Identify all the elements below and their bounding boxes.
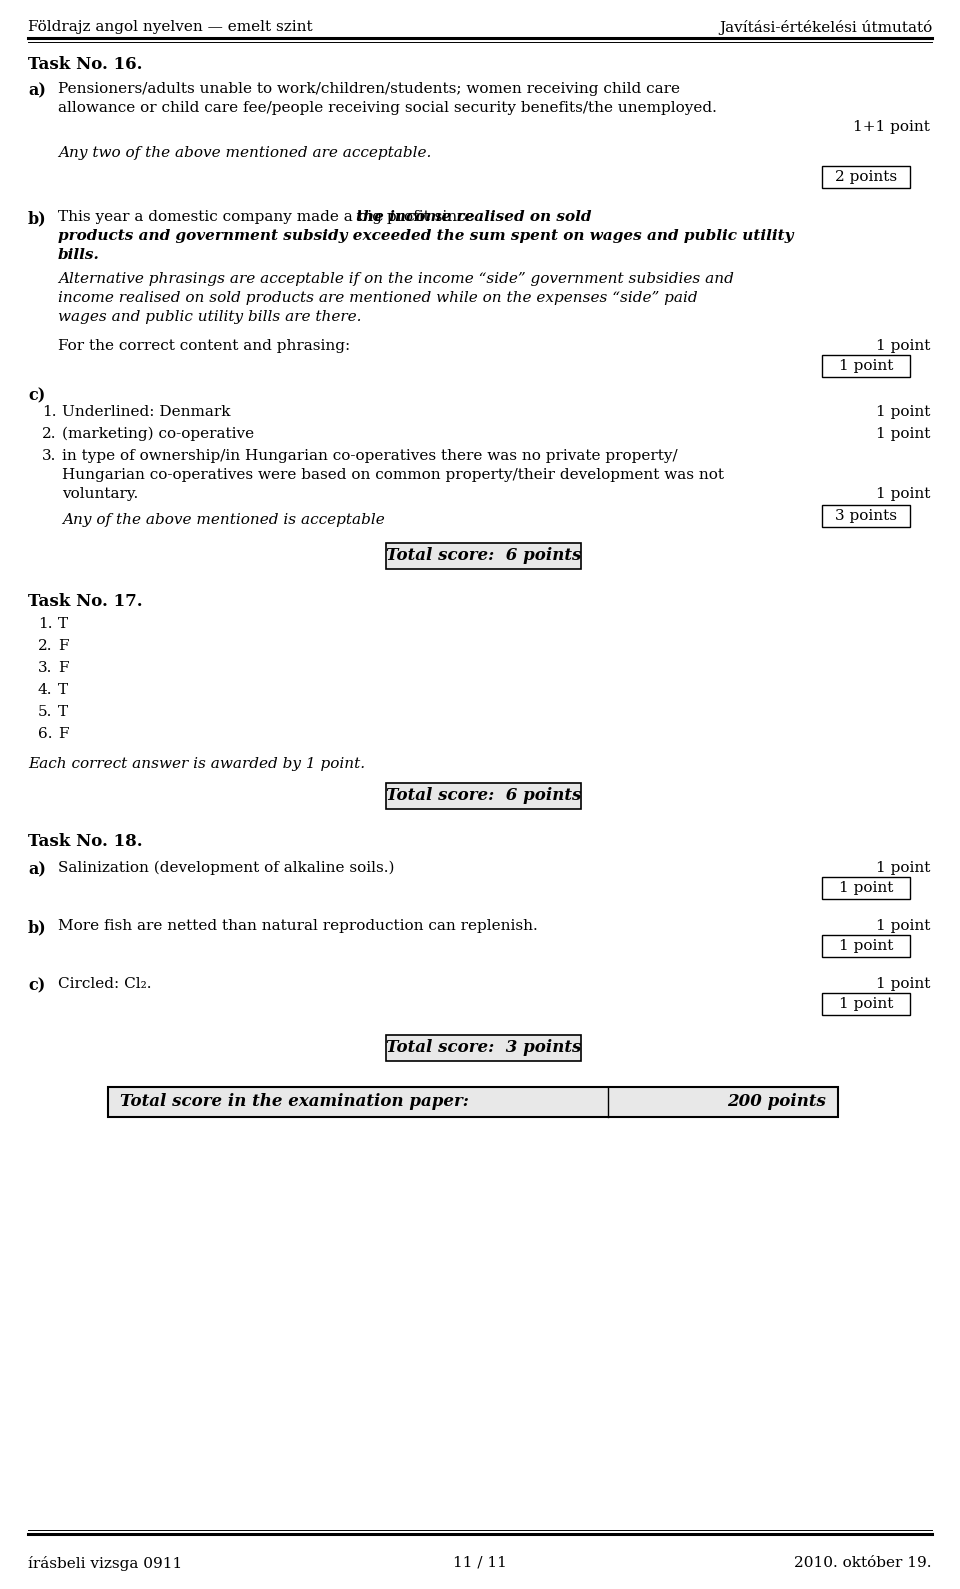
Text: in type of ownership/in Hungarian co-operatives there was no private property/: in type of ownership/in Hungarian co-ope… <box>62 450 678 462</box>
Text: Javítási-értékelési útmutató: Javítási-értékelési útmutató <box>719 21 932 35</box>
Text: allowance or child care fee/people receiving social security benefits/the unempl: allowance or child care fee/people recei… <box>58 102 717 114</box>
Text: Any of the above mentioned is acceptable: Any of the above mentioned is acceptable <box>62 513 385 528</box>
Text: Circled: Cl₂.: Circled: Cl₂. <box>58 977 152 992</box>
Text: 200 points: 200 points <box>727 1093 826 1111</box>
Text: wages and public utility bills are there.: wages and public utility bills are there… <box>58 310 362 324</box>
Bar <box>108 1087 838 1117</box>
Text: Földrajz angol nyelven — emelt szint: Földrajz angol nyelven — emelt szint <box>28 21 313 33</box>
Bar <box>822 934 910 957</box>
Text: 3.: 3. <box>42 450 57 462</box>
Text: Alternative phrasings are acceptable if on the income “side” government subsidie: Alternative phrasings are acceptable if … <box>58 272 733 286</box>
Text: 6.: 6. <box>38 728 53 740</box>
Text: 1 point: 1 point <box>876 486 930 501</box>
Text: T: T <box>58 617 68 631</box>
Text: 1 point: 1 point <box>839 939 893 953</box>
Text: This year a domestic company made a big profit since: This year a domestic company made a big … <box>58 210 479 224</box>
Bar <box>822 505 910 528</box>
Text: b): b) <box>28 210 47 227</box>
Bar <box>822 165 910 188</box>
Bar <box>386 1034 581 1061</box>
Text: Each correct answer is awarded by 1 point.: Each correct answer is awarded by 1 poin… <box>28 756 365 771</box>
Text: F: F <box>58 728 68 740</box>
Text: T: T <box>58 683 68 698</box>
Bar <box>386 783 581 809</box>
Text: 1+1 point: 1+1 point <box>853 121 930 133</box>
Text: Pensioners/adults unable to work/children/students; women receiving child care: Pensioners/adults unable to work/childre… <box>58 83 680 95</box>
Text: 1 point: 1 point <box>876 977 930 992</box>
Text: 1 point: 1 point <box>876 405 930 419</box>
Text: b): b) <box>28 918 47 936</box>
Text: For the correct content and phrasing:: For the correct content and phrasing: <box>58 338 350 353</box>
Text: Task No. 17.: Task No. 17. <box>28 593 143 610</box>
Text: F: F <box>58 661 68 675</box>
Text: 1 point: 1 point <box>876 918 930 933</box>
Text: írásbeli vizsga 0911: írásbeli vizsga 0911 <box>28 1556 182 1572</box>
Text: Total score in the examination paper:: Total score in the examination paper: <box>120 1093 468 1111</box>
Text: Total score:  3 points: Total score: 3 points <box>386 1039 581 1057</box>
Text: 2.: 2. <box>38 639 53 653</box>
Text: Total score:  6 points: Total score: 6 points <box>386 788 581 804</box>
Text: 3.: 3. <box>38 661 53 675</box>
Text: 1 point: 1 point <box>876 338 930 353</box>
Text: the income realised on sold: the income realised on sold <box>356 210 591 224</box>
Text: c): c) <box>28 388 45 404</box>
Bar <box>386 543 581 569</box>
Text: Task No. 16.: Task No. 16. <box>28 56 142 73</box>
Text: Any two of the above mentioned are acceptable.: Any two of the above mentioned are accep… <box>58 146 431 160</box>
Text: 2 points: 2 points <box>835 170 897 184</box>
Text: More fish are netted than natural reproduction can replenish.: More fish are netted than natural reprod… <box>58 918 538 933</box>
Text: 4.: 4. <box>38 683 53 698</box>
Text: a): a) <box>28 861 46 879</box>
Text: 1.: 1. <box>42 405 57 419</box>
Text: Task No. 18.: Task No. 18. <box>28 833 143 850</box>
Text: income realised on sold products are mentioned while on the expenses “side” paid: income realised on sold products are men… <box>58 291 698 305</box>
Text: 5.: 5. <box>38 706 53 718</box>
Text: bills.: bills. <box>58 248 100 262</box>
Text: 2.: 2. <box>42 427 57 442</box>
Text: Hungarian co-operatives were based on common property/their development was not: Hungarian co-operatives were based on co… <box>62 469 724 481</box>
Text: Total score:  6 points: Total score: 6 points <box>386 548 581 564</box>
Text: 1 point: 1 point <box>839 996 893 1011</box>
Text: 1 point: 1 point <box>876 861 930 876</box>
Text: T: T <box>58 706 68 718</box>
Text: 3 points: 3 points <box>835 508 897 523</box>
Text: (marketing) co-operative: (marketing) co-operative <box>62 427 254 442</box>
Bar <box>822 877 910 899</box>
Text: 2010. október 19.: 2010. október 19. <box>795 1556 932 1570</box>
Text: Underlined: Denmark: Underlined: Denmark <box>62 405 230 419</box>
Text: 1 point: 1 point <box>839 359 893 373</box>
Text: Salinization (development of alkaline soils.): Salinization (development of alkaline so… <box>58 861 395 876</box>
Bar <box>822 354 910 377</box>
Text: 1 point: 1 point <box>839 880 893 895</box>
Text: a): a) <box>28 83 46 99</box>
Bar <box>822 993 910 1015</box>
Text: F: F <box>58 639 68 653</box>
Text: voluntary.: voluntary. <box>62 486 138 501</box>
Text: 11 / 11: 11 / 11 <box>453 1556 507 1570</box>
Text: products and government subsidy exceeded the sum spent on wages and public utili: products and government subsidy exceeded… <box>58 229 794 243</box>
Text: 1.: 1. <box>38 617 53 631</box>
Text: c): c) <box>28 977 45 995</box>
Text: 1 point: 1 point <box>876 427 930 442</box>
